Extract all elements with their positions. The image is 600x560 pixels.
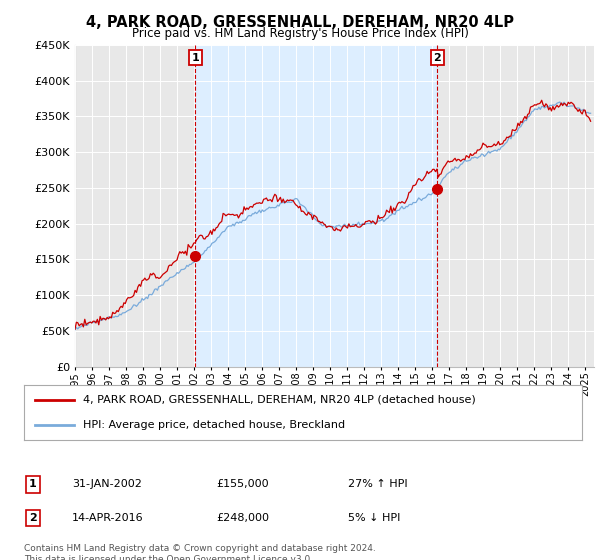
Text: 14-APR-2016: 14-APR-2016 bbox=[72, 513, 143, 523]
Text: 1: 1 bbox=[191, 53, 199, 63]
Text: 4, PARK ROAD, GRESSENHALL, DEREHAM, NR20 4LP: 4, PARK ROAD, GRESSENHALL, DEREHAM, NR20… bbox=[86, 15, 514, 30]
Text: 27% ↑ HPI: 27% ↑ HPI bbox=[348, 479, 407, 489]
Text: 1: 1 bbox=[29, 479, 37, 489]
Text: 2: 2 bbox=[29, 513, 37, 523]
Text: 5% ↓ HPI: 5% ↓ HPI bbox=[348, 513, 400, 523]
Bar bbox=[196, 45, 437, 367]
Text: 2: 2 bbox=[433, 53, 441, 63]
Text: Price paid vs. HM Land Registry's House Price Index (HPI): Price paid vs. HM Land Registry's House … bbox=[131, 27, 469, 40]
Text: £155,000: £155,000 bbox=[216, 479, 269, 489]
Text: £248,000: £248,000 bbox=[216, 513, 269, 523]
Text: 4, PARK ROAD, GRESSENHALL, DEREHAM, NR20 4LP (detached house): 4, PARK ROAD, GRESSENHALL, DEREHAM, NR20… bbox=[83, 395, 475, 404]
Text: 31-JAN-2002: 31-JAN-2002 bbox=[72, 479, 142, 489]
Text: HPI: Average price, detached house, Breckland: HPI: Average price, detached house, Brec… bbox=[83, 420, 345, 430]
Text: Contains HM Land Registry data © Crown copyright and database right 2024.
This d: Contains HM Land Registry data © Crown c… bbox=[24, 544, 376, 560]
